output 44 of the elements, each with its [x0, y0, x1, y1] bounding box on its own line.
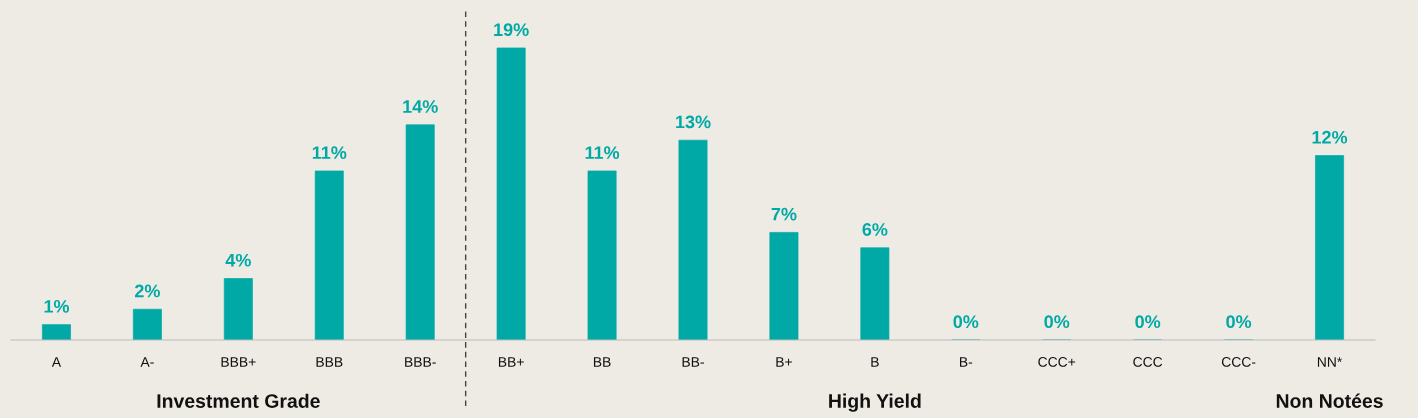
- data-label: 1%: [44, 299, 70, 313]
- x-tick-label: A: [51, 357, 62, 367]
- x-tick-label: NN*: [1317, 357, 1343, 367]
- bar: [42, 324, 71, 340]
- x-tick-label: B+: [776, 357, 792, 367]
- x-tick-label: BB-: [682, 357, 704, 367]
- x-tick-label: BB: [593, 357, 611, 367]
- data-label: 0%: [1135, 315, 1161, 329]
- x-tick-label: CCC+: [1038, 357, 1076, 367]
- bar: [223, 278, 253, 340]
- data-label: 14%: [403, 100, 438, 113]
- x-tick-label: B: [871, 357, 879, 367]
- x-tick-label: B-: [959, 357, 973, 367]
- bar: [132, 308, 162, 340]
- bar: [678, 139, 708, 340]
- bar: [1315, 155, 1344, 340]
- data-label: 6%: [862, 223, 888, 236]
- data-label: 0%: [953, 315, 979, 329]
- data-label: 11%: [312, 146, 347, 159]
- x-tick-label: CCC-: [1221, 357, 1256, 367]
- bar: [587, 170, 617, 340]
- data-label: 12%: [1312, 130, 1348, 144]
- text: Non Notées: [1276, 393, 1383, 408]
- text: Investment Grade: [157, 393, 320, 408]
- bar: [496, 47, 526, 340]
- x-tick-label: BBB: [316, 357, 343, 367]
- x-tick-label: BBB-: [405, 357, 436, 367]
- data-label: 4%: [225, 253, 251, 267]
- bar: [860, 247, 890, 340]
- bar: [405, 124, 435, 340]
- text: High Yield: [829, 393, 921, 412]
- data-label: 13%: [676, 115, 711, 129]
- data-label: 19%: [494, 23, 529, 37]
- x-tick-label: A-: [140, 357, 154, 367]
- data-label: 0%: [1226, 315, 1252, 329]
- x-tick-label: BBB+: [221, 357, 256, 367]
- bar: [314, 170, 344, 340]
- data-label: 2%: [134, 284, 160, 298]
- data-label: 7%: [771, 207, 797, 221]
- data-label: 11%: [585, 146, 620, 159]
- data-label: 0%: [1044, 315, 1070, 329]
- x-tick-label: BB+: [498, 357, 524, 367]
- bar: [769, 232, 799, 340]
- x-tick-label: CCC: [1133, 357, 1163, 367]
